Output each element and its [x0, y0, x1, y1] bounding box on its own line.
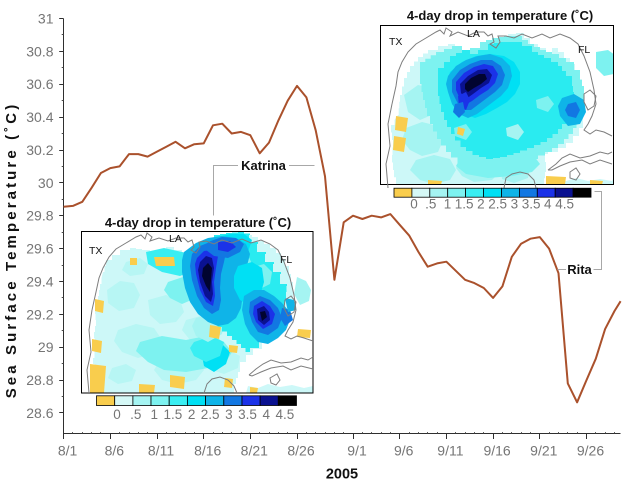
svg-text:2: 2	[188, 407, 196, 422]
svg-text:2: 2	[477, 197, 485, 212]
svg-text:30.2: 30.2	[26, 142, 53, 158]
svg-text:9/26: 9/26	[577, 443, 604, 459]
svg-text:2.5: 2.5	[201, 407, 220, 422]
svg-text:8/26: 8/26	[287, 443, 314, 459]
svg-text:29.4: 29.4	[26, 274, 53, 290]
svg-text:TX: TX	[389, 36, 402, 48]
svg-text:1: 1	[151, 407, 159, 422]
svg-text:4: 4	[544, 197, 552, 212]
svg-text:LA: LA	[169, 233, 182, 245]
svg-text:29: 29	[38, 339, 54, 355]
svg-text:4.5: 4.5	[276, 407, 295, 422]
svg-text:30.6: 30.6	[26, 76, 53, 92]
svg-text:.5: .5	[130, 407, 141, 422]
svg-text:9/1: 9/1	[347, 443, 367, 459]
svg-text:3: 3	[511, 197, 519, 212]
svg-text:0: 0	[113, 407, 121, 422]
svg-text:8/16: 8/16	[194, 443, 221, 459]
svg-text:29.6: 29.6	[26, 241, 53, 257]
svg-text:8/1: 8/1	[58, 443, 78, 459]
svg-text:9/6: 9/6	[394, 443, 414, 459]
svg-text:0: 0	[410, 197, 418, 212]
svg-text:TX: TX	[89, 245, 102, 257]
svg-text:Sea Surface Temperature (˚C): Sea Surface Temperature (˚C)	[3, 102, 20, 399]
svg-text:29.8: 29.8	[26, 208, 53, 224]
svg-text:31: 31	[38, 11, 54, 27]
svg-text:LA: LA	[467, 28, 480, 40]
svg-text:Katrina: Katrina	[241, 158, 287, 173]
svg-text:9/11: 9/11	[437, 443, 463, 459]
svg-text:3: 3	[225, 407, 233, 422]
svg-text:4-day drop in temperature (˚C): 4-day drop in temperature (˚C)	[407, 8, 593, 23]
svg-text:4-day drop in temperature (˚C): 4-day drop in temperature (˚C)	[105, 215, 291, 230]
svg-text:1.5: 1.5	[455, 197, 474, 212]
svg-text:29.2: 29.2	[26, 306, 53, 322]
svg-text:4.5: 4.5	[555, 197, 574, 212]
svg-text:FL: FL	[280, 254, 292, 266]
svg-text:2005: 2005	[326, 467, 358, 480]
svg-text:.5: .5	[425, 197, 436, 212]
svg-text:8/6: 8/6	[105, 443, 125, 459]
svg-text:4: 4	[262, 407, 270, 422]
svg-text:8/11: 8/11	[148, 443, 174, 459]
svg-text:1.5: 1.5	[164, 407, 183, 422]
svg-text:8/21: 8/21	[241, 443, 268, 459]
svg-text:30.4: 30.4	[26, 109, 53, 125]
svg-text:28.6: 28.6	[26, 405, 53, 421]
svg-text:30.8: 30.8	[26, 43, 53, 59]
svg-text:9/16: 9/16	[483, 443, 510, 459]
svg-text:9/21: 9/21	[530, 443, 557, 459]
svg-text:30: 30	[38, 175, 54, 191]
svg-text:2.5: 2.5	[488, 197, 507, 212]
svg-text:28.8: 28.8	[26, 372, 53, 388]
svg-text:FL: FL	[578, 44, 590, 56]
svg-text:3.5: 3.5	[522, 197, 541, 212]
svg-text:3.5: 3.5	[238, 407, 257, 422]
svg-text:Rita: Rita	[567, 262, 592, 277]
svg-text:1: 1	[444, 197, 452, 212]
